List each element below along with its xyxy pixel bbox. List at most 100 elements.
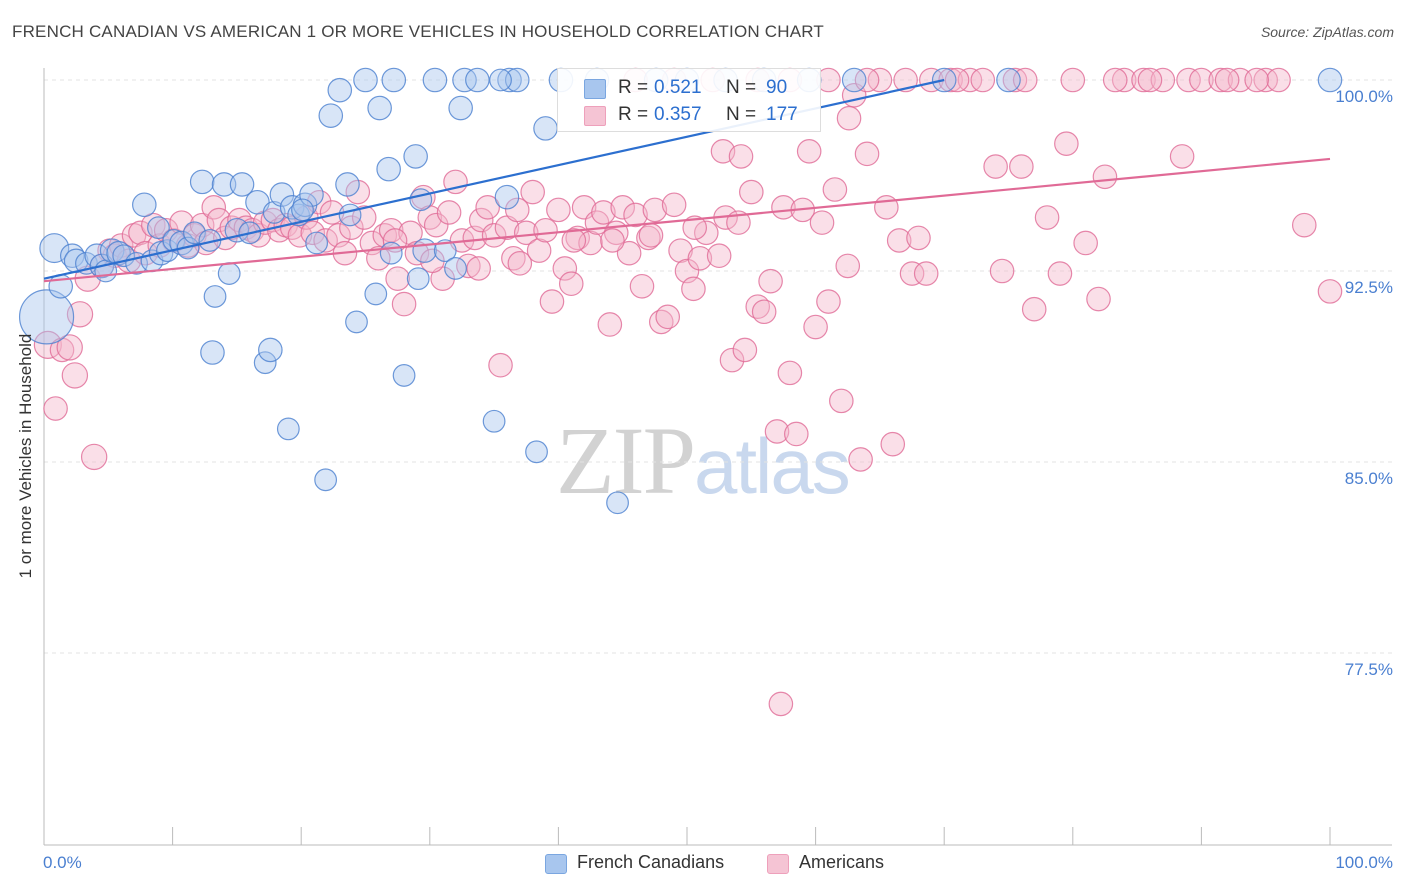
french-canadians-point bbox=[18, 289, 75, 345]
americans-point bbox=[520, 179, 545, 205]
americans-point bbox=[738, 179, 764, 205]
americans-point bbox=[796, 139, 822, 164]
americans-point bbox=[1137, 67, 1163, 93]
americans-point bbox=[682, 215, 708, 241]
french-canadians-point bbox=[147, 216, 170, 240]
americans-point bbox=[546, 197, 571, 223]
americans-point bbox=[128, 220, 153, 246]
legend-n-label: N = bbox=[726, 104, 757, 125]
french-canadians-points bbox=[18, 67, 1343, 515]
french-canadians-point bbox=[452, 67, 477, 93]
americans-point bbox=[366, 245, 391, 271]
americans-point bbox=[1244, 67, 1269, 93]
americans-point bbox=[1021, 296, 1047, 322]
americans-point bbox=[1111, 67, 1137, 93]
americans-point bbox=[1102, 67, 1128, 93]
americans-point bbox=[874, 195, 899, 220]
americans-point bbox=[886, 228, 912, 253]
french-canadians-point bbox=[258, 337, 283, 363]
americans-point bbox=[668, 238, 693, 263]
french-canadians-point bbox=[422, 67, 448, 93]
americans-point bbox=[848, 447, 873, 472]
americans-point bbox=[777, 360, 803, 386]
americans-point bbox=[339, 215, 364, 241]
americans-point bbox=[513, 220, 539, 246]
americans-point bbox=[488, 352, 513, 378]
chart-title: FRENCH CANADIAN VS AMERICAN 1 OR MORE VE… bbox=[12, 22, 825, 41]
americans-point bbox=[345, 179, 371, 205]
americans-point bbox=[1009, 154, 1034, 179]
americans-point bbox=[989, 258, 1015, 284]
americans-point bbox=[1012, 67, 1038, 93]
americans-point bbox=[1214, 67, 1240, 93]
french-canadians-point bbox=[276, 417, 300, 441]
legend-r-value: 0.357 bbox=[654, 104, 702, 125]
americans-point bbox=[1131, 67, 1156, 93]
french-canadians-point bbox=[497, 67, 522, 93]
americans-point bbox=[751, 299, 777, 325]
americans-point bbox=[443, 169, 468, 195]
americans-point bbox=[351, 205, 377, 230]
americans-point bbox=[481, 223, 507, 248]
french-canadians-point bbox=[253, 351, 277, 375]
americans-point bbox=[466, 256, 491, 281]
french-canadians-point bbox=[211, 172, 237, 197]
americans-point bbox=[728, 144, 754, 169]
americans-point bbox=[1176, 67, 1201, 93]
americans-point bbox=[201, 195, 227, 220]
americans-point bbox=[732, 337, 758, 363]
americans-point bbox=[764, 419, 790, 444]
legend-n-value: 177 bbox=[766, 104, 798, 125]
americans-point bbox=[913, 261, 939, 286]
french-canadians-point bbox=[132, 192, 157, 218]
americans-point bbox=[61, 362, 89, 389]
bottom-legend-swatch-blue bbox=[545, 854, 567, 874]
y-tick-label: 100.0% bbox=[1335, 87, 1393, 106]
french-canadians-point bbox=[39, 233, 70, 264]
y-tick-label: 85.0% bbox=[1344, 469, 1393, 488]
french-canadians-point bbox=[367, 95, 392, 121]
americans-point bbox=[1208, 67, 1233, 93]
americans-point bbox=[591, 200, 616, 225]
legend-r-label: R = bbox=[618, 104, 649, 125]
americans-point bbox=[597, 312, 623, 337]
americans-point bbox=[623, 202, 648, 228]
y-axis-label: 1 or more Vehicles in Household bbox=[16, 333, 35, 579]
french-canadians-point bbox=[203, 285, 227, 308]
french-canadians-point bbox=[525, 440, 548, 464]
americans-point bbox=[983, 154, 1008, 179]
french-canadians-point bbox=[176, 236, 200, 260]
americans-point bbox=[558, 271, 584, 297]
french-canadians-point bbox=[406, 267, 430, 291]
x-tick-label: 100.0% bbox=[1335, 853, 1393, 872]
axes bbox=[43, 68, 1392, 846]
americans-point bbox=[809, 210, 835, 235]
americans-point bbox=[681, 276, 706, 302]
americans-point bbox=[475, 195, 500, 220]
french-canadians-point bbox=[299, 182, 324, 207]
americans-point bbox=[938, 67, 963, 93]
americans-point bbox=[1189, 67, 1214, 93]
americans-point bbox=[526, 238, 552, 263]
americans-point bbox=[867, 67, 893, 93]
x-tick-label: 0.0% bbox=[43, 853, 82, 872]
french-canadians-point bbox=[606, 491, 629, 515]
americans-point bbox=[436, 200, 462, 225]
americans-point bbox=[648, 309, 674, 335]
americans-point bbox=[616, 240, 642, 266]
french-canadians-point bbox=[494, 184, 520, 210]
americans-point bbox=[771, 195, 796, 220]
americans-point bbox=[1047, 261, 1073, 286]
americans-point bbox=[1169, 144, 1195, 169]
americans-point bbox=[533, 217, 558, 243]
bottom-legend-label: French Canadians bbox=[577, 852, 725, 872]
americans-point bbox=[1150, 67, 1176, 93]
americans-point bbox=[706, 243, 732, 269]
americans-point bbox=[1291, 212, 1317, 238]
americans-point bbox=[642, 197, 668, 223]
stats-legend: R = 0.521 N = 90 R = 0.357 N = 177 bbox=[557, 68, 821, 132]
bottom-legend-label: Americans bbox=[799, 852, 885, 872]
americans-point bbox=[561, 228, 587, 253]
french-canadians-point bbox=[379, 241, 403, 265]
americans-point bbox=[552, 256, 578, 281]
